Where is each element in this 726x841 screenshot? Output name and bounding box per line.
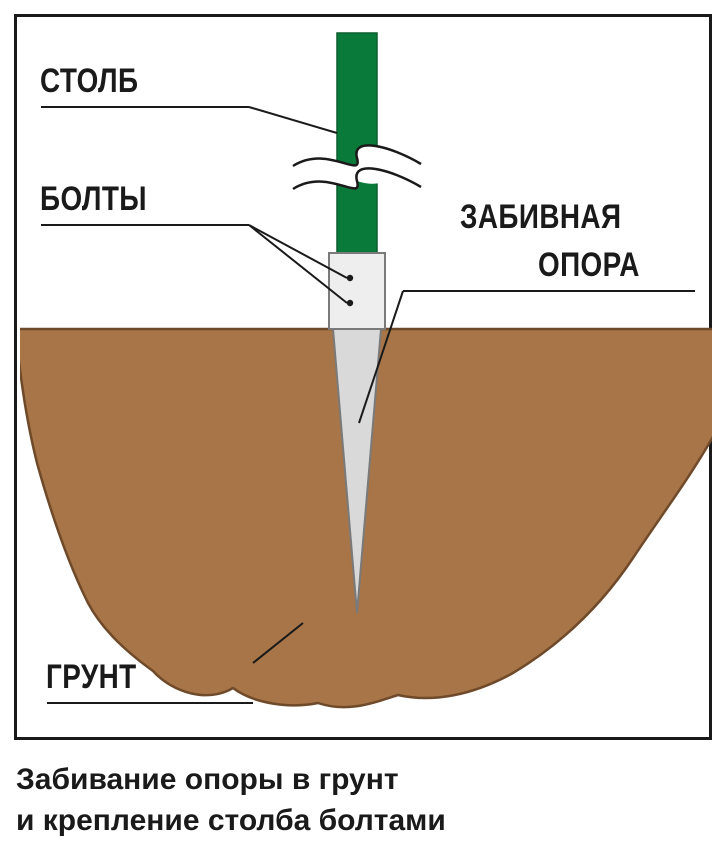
caption: Забивание опоры в грунт и крепление стол…: [16, 760, 446, 841]
caption-line2: и крепление столба болтами: [16, 804, 446, 837]
caption-line1: Забивание опоры в грунт: [16, 763, 399, 796]
label-bolts: БОЛТЫ: [40, 180, 147, 219]
diagram-frame: [14, 14, 712, 740]
label-post: СТОЛБ: [40, 62, 138, 101]
label-spike-line2: ОПОРА: [538, 246, 640, 285]
label-ground: ГРУНТ: [46, 658, 137, 697]
label-spike-line1: ЗАБИВНАЯ: [460, 198, 621, 237]
diagram-page: СТОЛБ БОЛТЫ ЗАБИВНАЯ ОПОРА ГРУНТ Забиван…: [0, 0, 726, 835]
diagram-svg: [3, 3, 726, 838]
